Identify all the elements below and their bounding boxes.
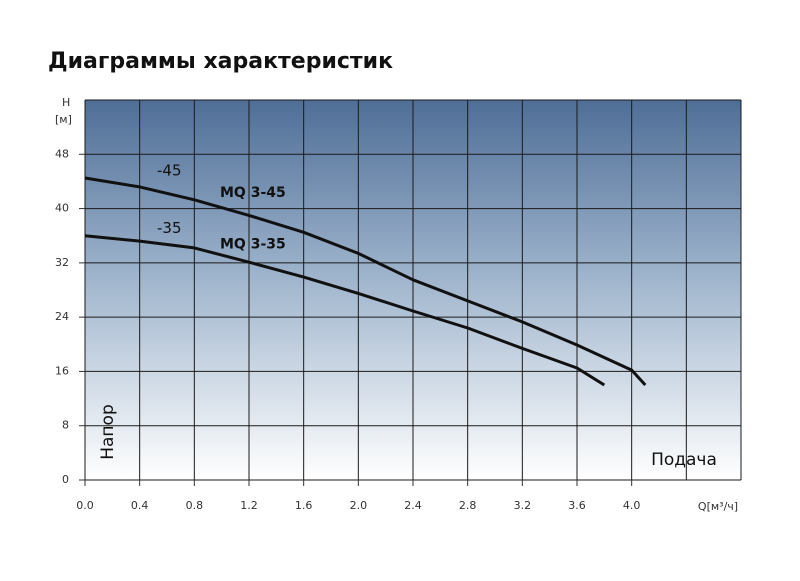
curve — [84, 176, 647, 387]
x-tick-label: 4.0 — [623, 499, 641, 512]
y-tick-label: 16 — [55, 364, 69, 377]
x-tick-label: 2.0 — [350, 499, 368, 512]
x-tick-label: 1.2 — [240, 499, 258, 512]
x-tick-label: 2.4 — [404, 499, 422, 512]
x-tick-label: 1.6 — [295, 499, 313, 512]
x-tick-label: 0.0 — [76, 499, 94, 512]
y-axis-unit: [м] — [55, 113, 72, 126]
chart-title: Диаграммы характеристик — [48, 49, 393, 74]
y-axis-unit-top: H — [62, 96, 70, 109]
x-tick-label: 3.2 — [514, 499, 532, 512]
y-tick-label: 8 — [62, 419, 69, 432]
x-tick-label: 3.6 — [568, 499, 586, 512]
legend-label: MQ 3-45 — [220, 185, 286, 201]
x-tick-label: 2.8 — [459, 499, 477, 512]
y-tick-label: 24 — [55, 310, 69, 323]
y-tick-label: 0 — [62, 473, 69, 486]
x-tick-label: 0.8 — [186, 499, 204, 512]
curve-tag: -45 — [157, 162, 182, 180]
x-tick-label: 0.4 — [131, 499, 149, 512]
curve — [84, 234, 606, 387]
y-axis-label: Напор — [98, 404, 118, 460]
curve-tag: -35 — [157, 219, 182, 237]
y-tick-label: 40 — [55, 202, 69, 215]
x-axis-label: Подача — [651, 450, 717, 470]
x-axis-unit: Q[м³/ч] — [698, 500, 738, 513]
y-tick-label: 32 — [55, 256, 69, 269]
legend-label: MQ 3-35 — [220, 237, 286, 253]
y-tick-label: 48 — [55, 147, 69, 160]
